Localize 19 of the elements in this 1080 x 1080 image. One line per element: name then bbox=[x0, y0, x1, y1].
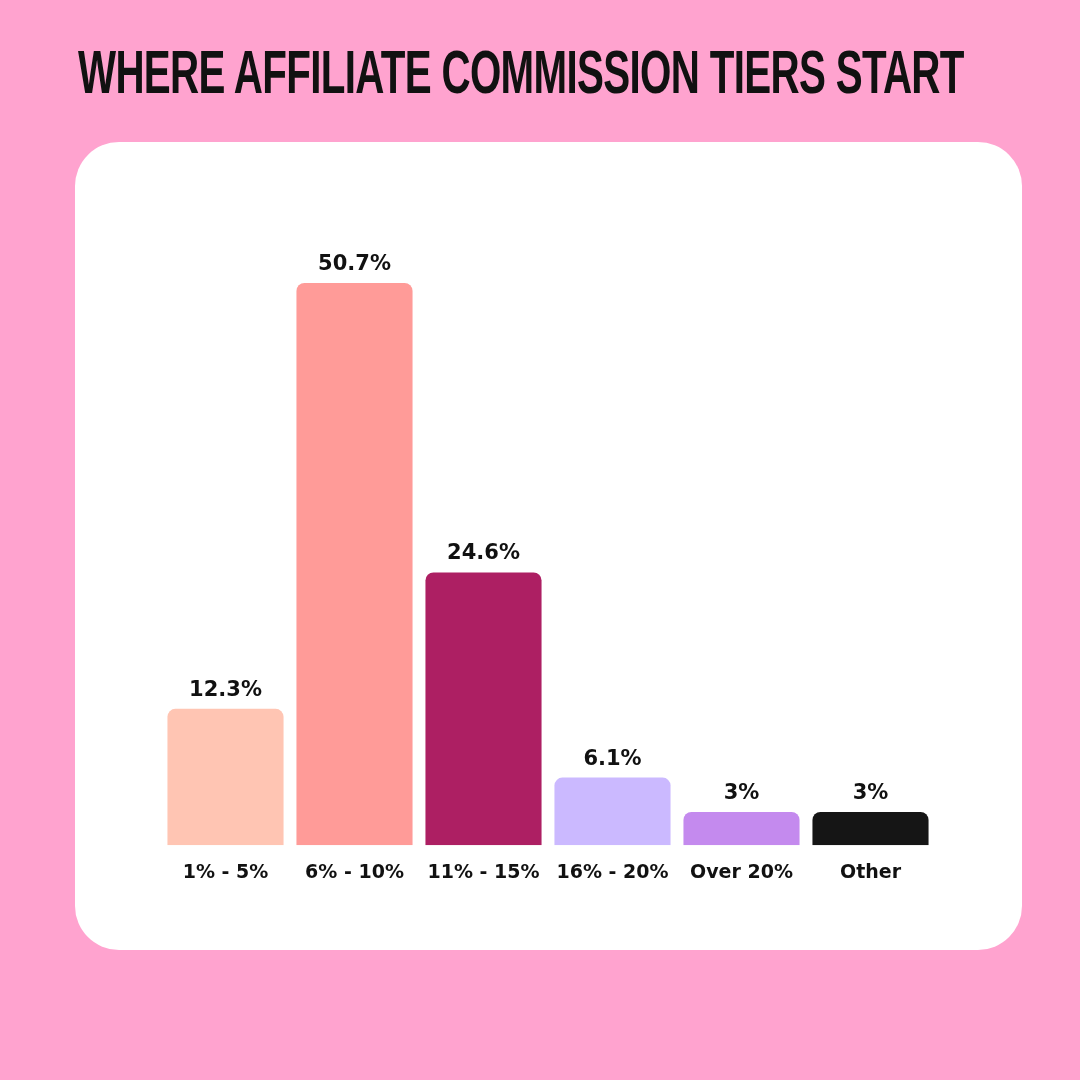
x-tick-label: 1% - 5% bbox=[182, 859, 269, 882]
data-label: 50.7% bbox=[318, 250, 391, 275]
bar bbox=[167, 708, 284, 846]
bar bbox=[683, 811, 800, 846]
data-label: 3% bbox=[723, 779, 760, 804]
bar bbox=[812, 811, 929, 846]
x-tick-label: 11% - 15% bbox=[427, 859, 540, 882]
x-tick-label: 16% - 20% bbox=[556, 859, 669, 882]
bar bbox=[296, 283, 413, 846]
x-tick-label: Other bbox=[839, 859, 902, 882]
x-tick-label: 6% - 10% bbox=[305, 859, 404, 882]
bar bbox=[425, 572, 542, 846]
data-label: 3% bbox=[852, 779, 889, 804]
data-label: 24.6% bbox=[447, 540, 520, 565]
data-label: 12.3% bbox=[189, 676, 262, 701]
x-tick-label: Over 20% bbox=[690, 859, 793, 882]
bar bbox=[554, 777, 671, 846]
chart-title: WHERE AFFILIATE COMMISSION TIERS START bbox=[78, 36, 964, 107]
data-label: 6.1% bbox=[583, 745, 642, 770]
